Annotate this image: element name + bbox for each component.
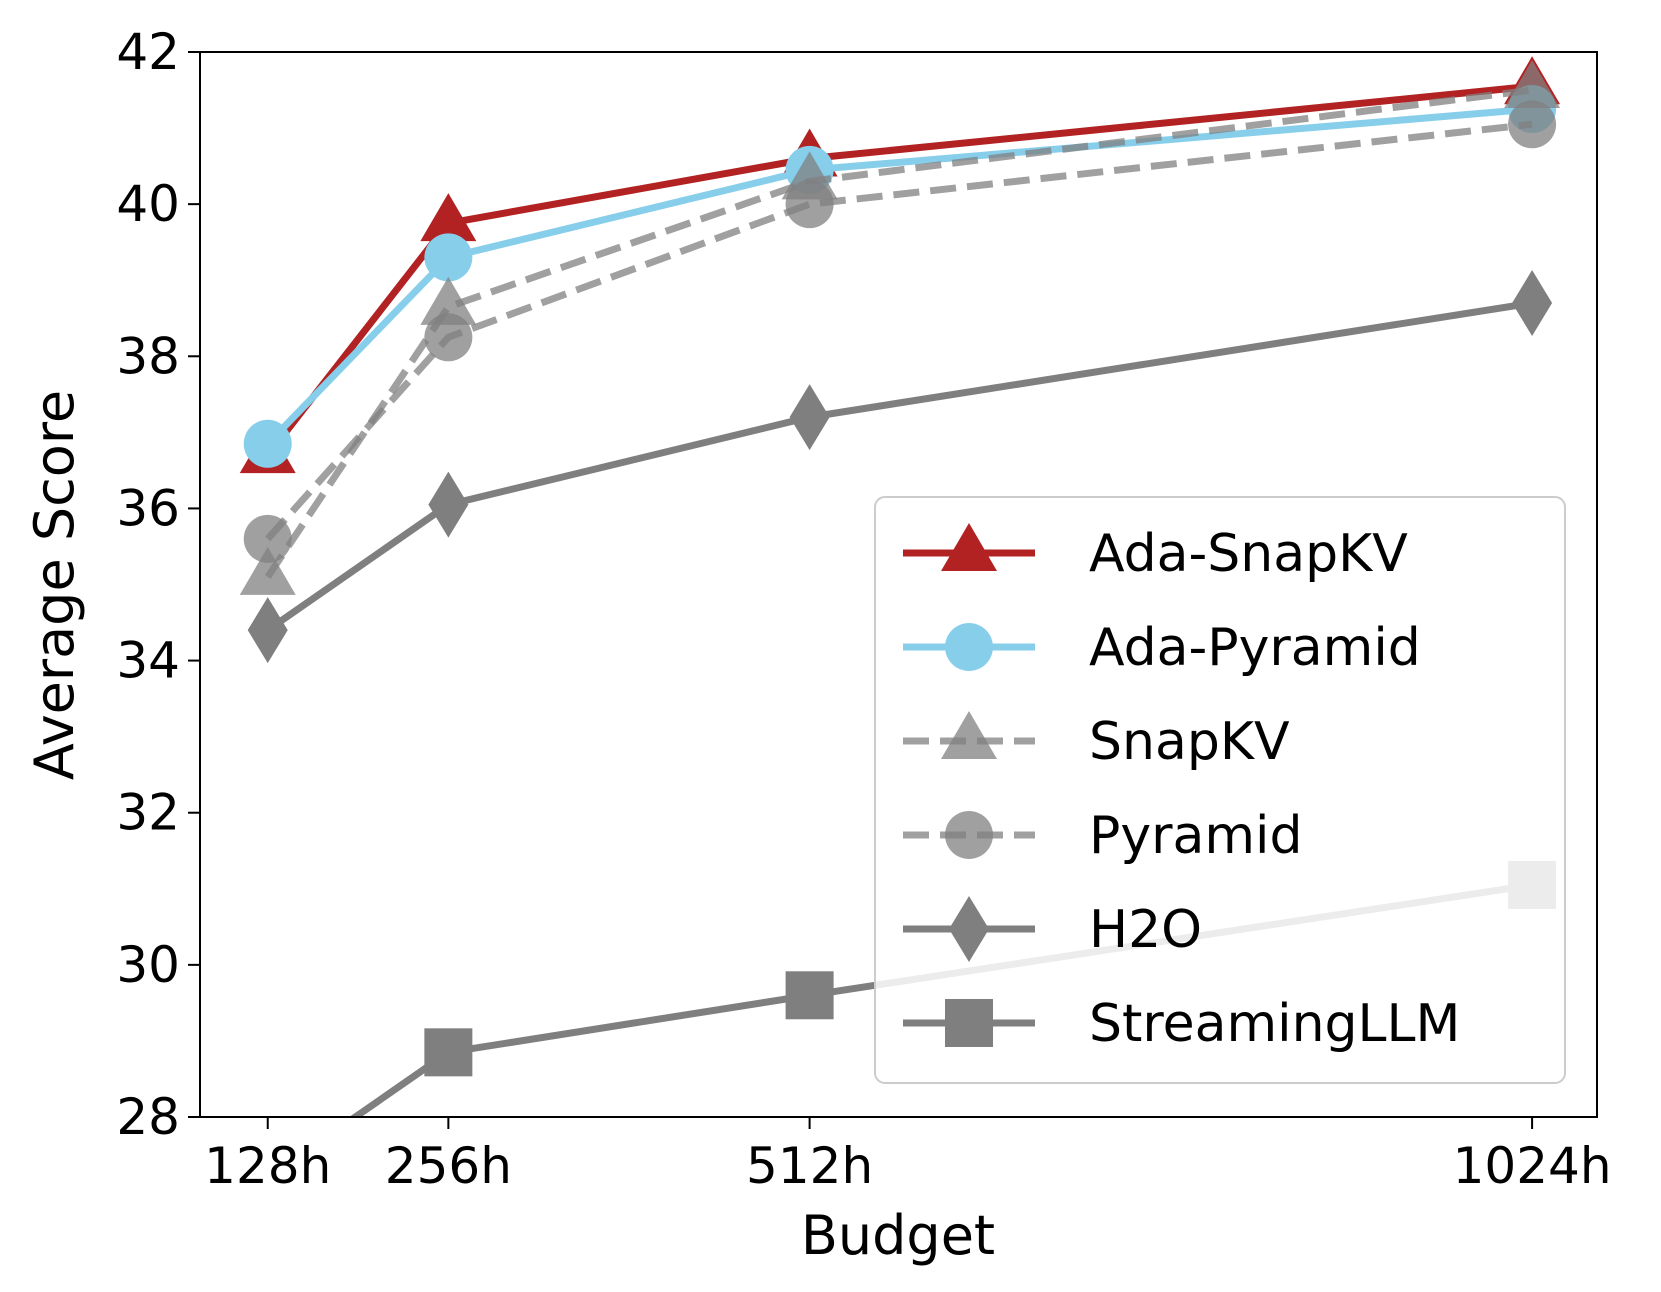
data-point: [424, 1028, 473, 1077]
series-line: [265, 105, 1533, 447]
x-tick-label: 128h: [204, 1137, 331, 1195]
legend-label: Ada-SnapKV: [1089, 524, 1408, 584]
data-point: [239, 546, 296, 595]
legend-label: Pyramid: [1089, 806, 1302, 866]
y-axis-title: Average Score: [23, 390, 86, 780]
series-line: [265, 299, 1533, 634]
data-point: [428, 471, 469, 538]
series-layer: [239, 56, 1561, 1117]
y-tick-label: 34: [116, 632, 180, 690]
x-tick-label: 256h: [385, 1137, 512, 1195]
data-point: [1508, 100, 1557, 149]
legend-marker: [945, 811, 993, 859]
legend-item: Ada-SnapKV: [903, 523, 1408, 584]
legend-marker: [945, 623, 993, 671]
legend-item: H2O: [903, 896, 1202, 962]
x-axis-title: Budget: [801, 1204, 995, 1267]
y-tick-label: 42: [116, 23, 180, 81]
legend-label: SnapKV: [1089, 712, 1290, 772]
series-line: [264, 82, 1533, 458]
legend-item: StreamingLLM: [903, 994, 1460, 1054]
data-point: [785, 971, 834, 1020]
legend: Ada-SnapKV Ada-Pyramid SnapKV Pyramid H2O Str…: [874, 496, 1566, 1084]
data-point: [789, 384, 830, 451]
series-pyramid: [243, 100, 1557, 563]
legend-marker: [941, 523, 997, 571]
legend-item: Pyramid: [903, 806, 1302, 866]
plot-area-frame: [199, 51, 1598, 1118]
y-tick-label: 36: [116, 479, 180, 537]
data-point: [420, 193, 477, 242]
data-point: [247, 597, 288, 664]
y-tick-label: 32: [116, 784, 180, 842]
data-point: [420, 276, 477, 325]
x-tick-label: 512h: [746, 1137, 873, 1195]
legend-marker: [949, 896, 989, 962]
data-point: [424, 233, 473, 282]
data-point: [243, 514, 292, 563]
data-point: [1504, 60, 1561, 109]
y-tick-label: 28: [116, 1088, 180, 1146]
series-line: [265, 120, 1533, 542]
legend-item: Ada-Pyramid: [903, 618, 1421, 678]
legend-box: [874, 496, 1566, 1084]
legend-label: Ada-Pyramid: [1089, 618, 1421, 678]
y-tick-label: 38: [116, 327, 180, 385]
y-tick-label: 40: [116, 175, 180, 233]
y-tick-label: 30: [116, 936, 180, 994]
x-axis: 128h 256h 512h 1024h: [204, 1117, 1612, 1195]
data-point: [785, 180, 834, 229]
series-h2o: [247, 270, 1553, 664]
data-point: [243, 419, 292, 468]
data-point: [1512, 270, 1553, 337]
data-point: [424, 313, 473, 362]
legend-marker: [945, 999, 993, 1047]
x-tick-label: 1024h: [1453, 1137, 1612, 1195]
legend-item: SnapKV: [903, 711, 1290, 772]
y-axis: 28 30 32 34 36 38 40 42: [116, 23, 200, 1146]
legend-label: StreamingLLM: [1089, 994, 1460, 1054]
legend-marker: [941, 711, 997, 759]
legend-label: H2O: [1089, 900, 1202, 960]
